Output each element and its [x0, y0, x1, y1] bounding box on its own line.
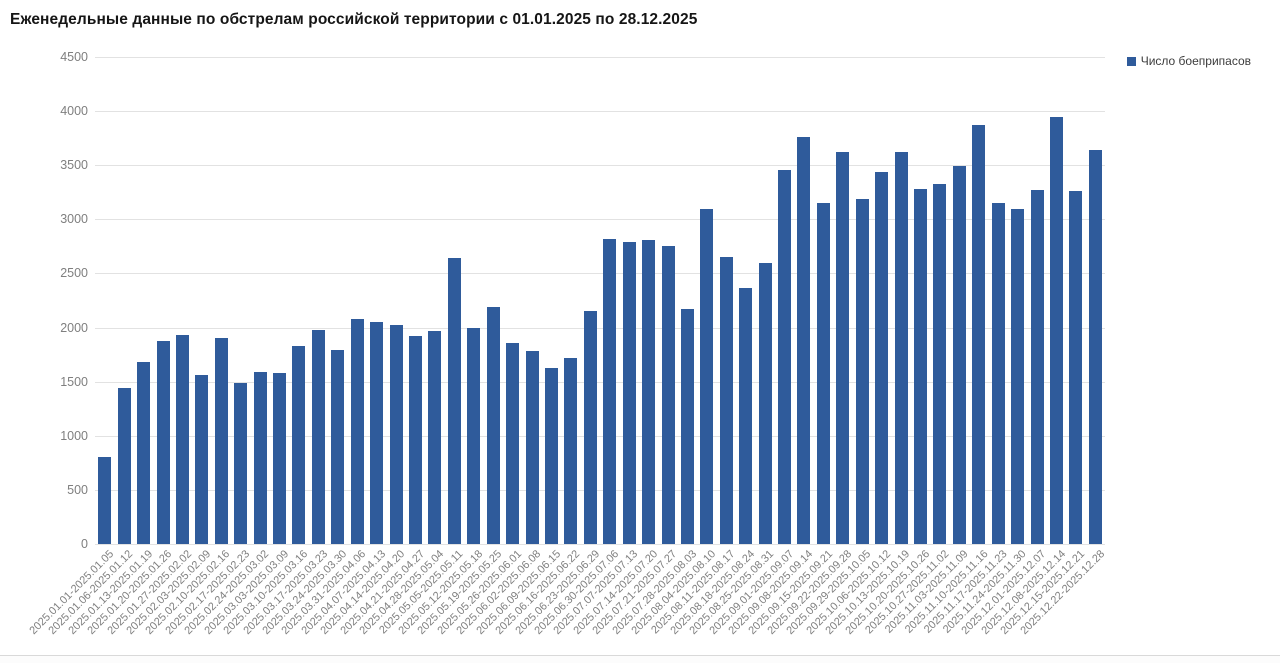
bar	[117, 388, 131, 544]
x-axis: 2025.01.01-2025.01.05 2025.01.06-2025.01.…	[27, 548, 1107, 658]
bar	[214, 338, 228, 544]
bar	[739, 287, 753, 544]
bar	[622, 242, 636, 544]
bar	[583, 311, 597, 544]
bar	[447, 258, 461, 544]
bar	[603, 238, 617, 544]
bar	[292, 346, 306, 544]
bar	[933, 183, 947, 544]
y-axis-tick-label: 500	[67, 482, 88, 497]
bar	[525, 351, 539, 544]
y-axis-tick-label: 1000	[60, 428, 88, 443]
bar	[409, 336, 422, 544]
gridline	[95, 327, 1105, 329]
bar	[544, 367, 558, 544]
bar	[370, 322, 384, 544]
bar	[428, 330, 442, 544]
bar	[98, 457, 112, 544]
bar	[855, 198, 869, 544]
bar	[175, 335, 189, 544]
bar	[680, 309, 694, 544]
gridline	[95, 219, 1105, 221]
bar	[350, 318, 364, 544]
bar	[1088, 150, 1102, 544]
bar	[836, 152, 850, 544]
bar	[719, 257, 733, 544]
y-axis-tick-label: 1500	[60, 374, 88, 389]
bar	[1030, 190, 1044, 544]
y-axis-tick-label: 2000	[60, 320, 88, 335]
legend-label: Число боеприпасов	[1140, 54, 1251, 68]
gridline	[95, 544, 1105, 545]
bar	[389, 325, 403, 544]
y-axis: 0 500 1000 1500 2000 2500 3000 3500 4000 4500	[0, 50, 88, 551]
bar	[486, 307, 500, 544]
gridline	[95, 381, 1105, 383]
bar	[506, 342, 520, 544]
chart-title: Еженедельные данные по обстрелам российс…	[10, 11, 698, 28]
bar	[991, 203, 1005, 544]
y-axis-tick-label: 0	[81, 537, 88, 551]
bar	[700, 208, 714, 544]
bar	[758, 262, 772, 544]
bottom-strip	[0, 656, 1280, 663]
gridline	[95, 111, 1105, 113]
y-axis-tick-label: 2500	[60, 266, 88, 281]
bar	[972, 125, 986, 544]
gridline	[95, 435, 1105, 437]
bar	[778, 169, 791, 544]
bar	[642, 239, 656, 544]
y-axis-tick-label: 3500	[60, 158, 88, 173]
bottom-divider	[0, 655, 1280, 656]
gridline	[95, 165, 1105, 167]
gridline	[95, 489, 1105, 491]
bar	[952, 166, 966, 544]
y-axis-tick-label: 4000	[60, 104, 88, 119]
bar	[156, 340, 170, 544]
bar	[467, 327, 481, 544]
legend: Число боеприпасов	[1126, 54, 1251, 68]
bar	[797, 137, 811, 544]
bar	[661, 246, 675, 544]
bar	[1049, 116, 1063, 544]
bar	[273, 373, 286, 544]
bar	[894, 152, 908, 544]
plot-area	[95, 57, 1105, 545]
gridline	[95, 273, 1105, 275]
y-axis-tick-label: 3000	[60, 212, 88, 227]
gridline	[95, 57, 1105, 58]
bar	[914, 189, 927, 544]
bar	[311, 329, 325, 544]
bar	[875, 171, 889, 544]
y-axis-tick-label: 4500	[60, 50, 88, 64]
bar	[195, 375, 209, 544]
bar	[331, 350, 345, 544]
bar	[1011, 208, 1025, 544]
legend-swatch-icon	[1126, 56, 1136, 66]
bar	[564, 357, 578, 544]
bar	[253, 371, 267, 544]
bar	[234, 382, 248, 544]
bar	[816, 203, 830, 544]
bar	[1069, 191, 1083, 544]
bar	[137, 362, 151, 544]
